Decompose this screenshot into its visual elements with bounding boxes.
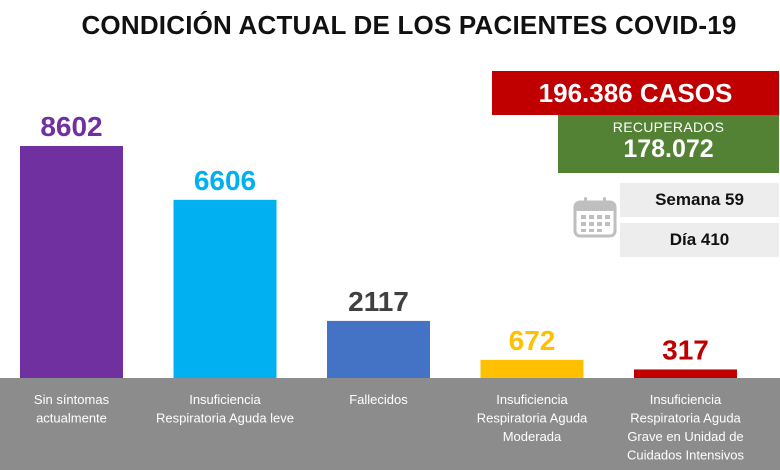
category-axis-band (0, 378, 780, 470)
calendar-icon (573, 197, 617, 238)
recovered-value: 178.072 (623, 135, 714, 163)
category-label: Moderada (503, 429, 562, 444)
day-counter: Día 410 (620, 223, 779, 257)
bar-value-label: 6606 (194, 165, 256, 196)
category-label: Respiratoria Aguda (477, 411, 588, 426)
bar (20, 146, 123, 378)
category-label: Cuidados Intensivos (627, 448, 745, 463)
value-labels-group: 8602 6606 2117 672 317 (40, 111, 709, 365)
week-counter: Semana 59 (620, 183, 779, 217)
bar-value-label: 8602 (40, 111, 102, 142)
category-label: Grave en Unidad de (627, 429, 743, 444)
category-label: Insuficiencia (496, 392, 568, 407)
bar (173, 199, 277, 378)
category-label: Respiratoria Aguda (630, 411, 741, 426)
bar-value-label: 317 (662, 334, 709, 365)
category-label: Insuficiencia (650, 392, 722, 407)
category-label: Fallecidos (349, 392, 408, 407)
bars-group (20, 146, 737, 378)
category-labels-group: Sin síntomas actualmente Insuficiencia Resp… (34, 392, 745, 463)
category-label: Insuficiencia (189, 392, 261, 407)
bar-value-label: 2117 (348, 286, 409, 317)
bar-value-label: 672 (509, 325, 556, 356)
bar (634, 369, 737, 378)
category-label: Sin síntomas (34, 392, 110, 407)
page-title: CONDICIÓN ACTUAL DE LOS PACIENTES COVID-… (81, 10, 737, 40)
recovered-label: RECUPERADOS (612, 119, 725, 135)
recovered-badge: RECUPERADOS 178.072 (558, 115, 779, 173)
bar (480, 359, 584, 378)
total-cases-badge: 196.386 CASOS (492, 71, 779, 115)
bar (327, 320, 430, 378)
category-label: actualmente (36, 411, 107, 426)
category-label: Respiratoria Aguda leve (156, 411, 294, 426)
